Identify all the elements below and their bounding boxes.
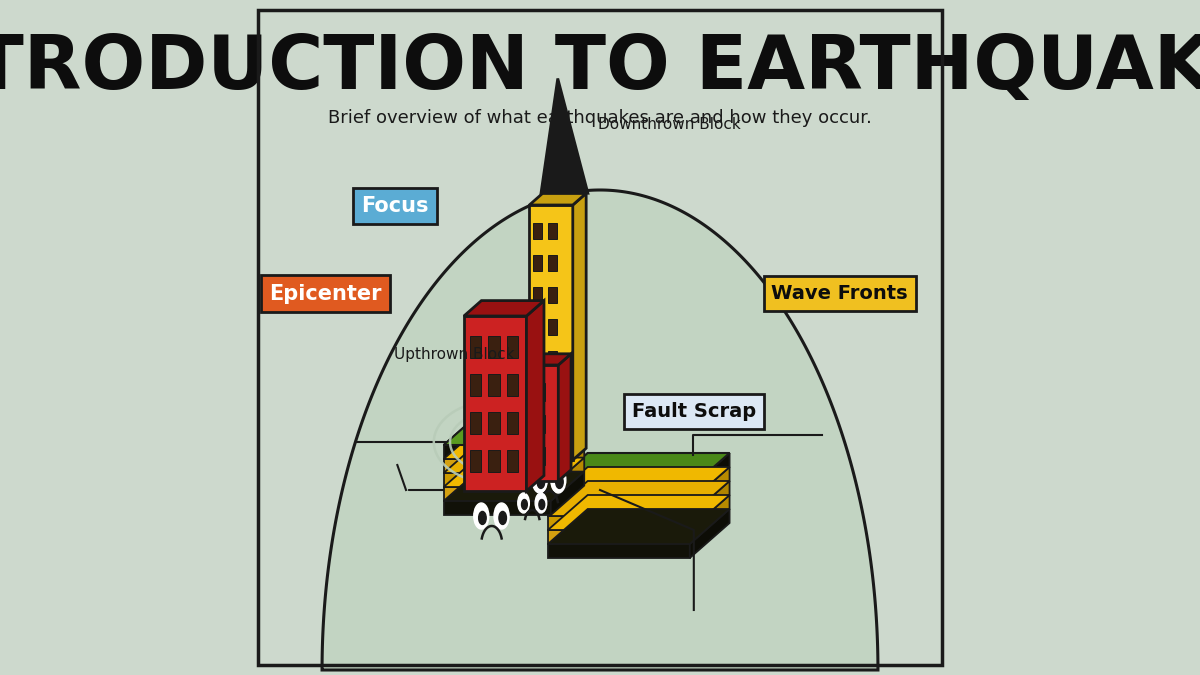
Polygon shape [444, 487, 551, 501]
Polygon shape [690, 481, 730, 530]
FancyBboxPatch shape [548, 383, 557, 399]
Text: INTRODUCTION TO EARTHQUAKES: INTRODUCTION TO EARTHQUAKES [0, 32, 1200, 105]
Polygon shape [541, 78, 588, 193]
FancyBboxPatch shape [469, 450, 481, 472]
FancyBboxPatch shape [506, 450, 518, 472]
Text: Upthrown Block: Upthrown Block [394, 347, 515, 362]
FancyBboxPatch shape [548, 351, 557, 367]
Polygon shape [322, 190, 878, 670]
Polygon shape [690, 509, 730, 558]
Polygon shape [444, 445, 551, 459]
FancyBboxPatch shape [534, 319, 541, 335]
Circle shape [494, 503, 509, 529]
Polygon shape [444, 416, 584, 445]
Text: Focus: Focus [361, 196, 428, 216]
Polygon shape [514, 365, 558, 481]
FancyBboxPatch shape [469, 374, 481, 396]
Polygon shape [548, 488, 690, 502]
Polygon shape [548, 509, 730, 544]
Polygon shape [527, 300, 544, 491]
Polygon shape [551, 443, 584, 487]
Polygon shape [548, 544, 690, 558]
Polygon shape [551, 429, 584, 473]
FancyBboxPatch shape [488, 450, 500, 472]
FancyBboxPatch shape [534, 223, 541, 239]
Polygon shape [444, 443, 584, 473]
Polygon shape [558, 354, 571, 481]
FancyBboxPatch shape [488, 374, 500, 396]
Text: Wave Fronts: Wave Fronts [772, 284, 908, 303]
Polygon shape [444, 473, 551, 487]
Circle shape [479, 512, 486, 524]
FancyBboxPatch shape [506, 374, 518, 396]
FancyBboxPatch shape [548, 223, 557, 239]
FancyBboxPatch shape [506, 336, 518, 358]
FancyBboxPatch shape [548, 415, 557, 431]
Polygon shape [529, 193, 586, 205]
Polygon shape [464, 316, 527, 491]
Circle shape [556, 475, 563, 489]
Polygon shape [548, 481, 730, 516]
Polygon shape [514, 354, 571, 365]
Text: Epicenter: Epicenter [269, 284, 382, 304]
FancyBboxPatch shape [548, 255, 557, 271]
Circle shape [539, 500, 545, 510]
Circle shape [499, 512, 506, 524]
Polygon shape [548, 530, 690, 544]
FancyBboxPatch shape [469, 336, 481, 358]
FancyBboxPatch shape [548, 319, 557, 335]
FancyBboxPatch shape [517, 447, 528, 465]
FancyBboxPatch shape [535, 447, 545, 465]
FancyBboxPatch shape [506, 412, 518, 434]
Polygon shape [690, 453, 730, 502]
FancyBboxPatch shape [534, 415, 541, 431]
Polygon shape [690, 467, 730, 516]
FancyBboxPatch shape [548, 287, 557, 303]
Circle shape [517, 493, 529, 513]
Polygon shape [548, 516, 690, 530]
Polygon shape [551, 416, 584, 459]
Polygon shape [548, 453, 730, 488]
Circle shape [533, 467, 547, 493]
Text: Downthrown Block: Downthrown Block [598, 117, 740, 132]
Polygon shape [548, 502, 690, 516]
FancyBboxPatch shape [517, 415, 528, 433]
Polygon shape [529, 205, 572, 460]
Circle shape [551, 467, 566, 493]
Circle shape [535, 493, 547, 513]
Text: Brief overview of what earthquakes are and how they occur.: Brief overview of what earthquakes are a… [328, 109, 872, 127]
Polygon shape [548, 453, 730, 488]
FancyBboxPatch shape [517, 383, 528, 401]
Polygon shape [551, 472, 584, 515]
Polygon shape [551, 458, 584, 501]
FancyBboxPatch shape [534, 383, 541, 399]
FancyBboxPatch shape [535, 415, 545, 433]
Polygon shape [464, 300, 544, 316]
FancyBboxPatch shape [534, 287, 541, 303]
Text: Fault Scrap: Fault Scrap [631, 402, 756, 421]
FancyBboxPatch shape [488, 336, 500, 358]
FancyBboxPatch shape [534, 255, 541, 271]
Polygon shape [444, 459, 551, 473]
Polygon shape [444, 458, 584, 487]
Polygon shape [444, 416, 584, 445]
FancyBboxPatch shape [534, 351, 541, 367]
Polygon shape [444, 501, 551, 515]
Polygon shape [690, 495, 730, 544]
FancyBboxPatch shape [488, 412, 500, 434]
Polygon shape [444, 472, 584, 501]
Circle shape [538, 475, 545, 489]
Polygon shape [548, 467, 730, 502]
FancyBboxPatch shape [535, 383, 545, 401]
Circle shape [522, 500, 527, 510]
Circle shape [474, 503, 488, 529]
Polygon shape [572, 193, 586, 460]
Polygon shape [444, 429, 584, 459]
Polygon shape [548, 495, 730, 530]
FancyBboxPatch shape [469, 412, 481, 434]
